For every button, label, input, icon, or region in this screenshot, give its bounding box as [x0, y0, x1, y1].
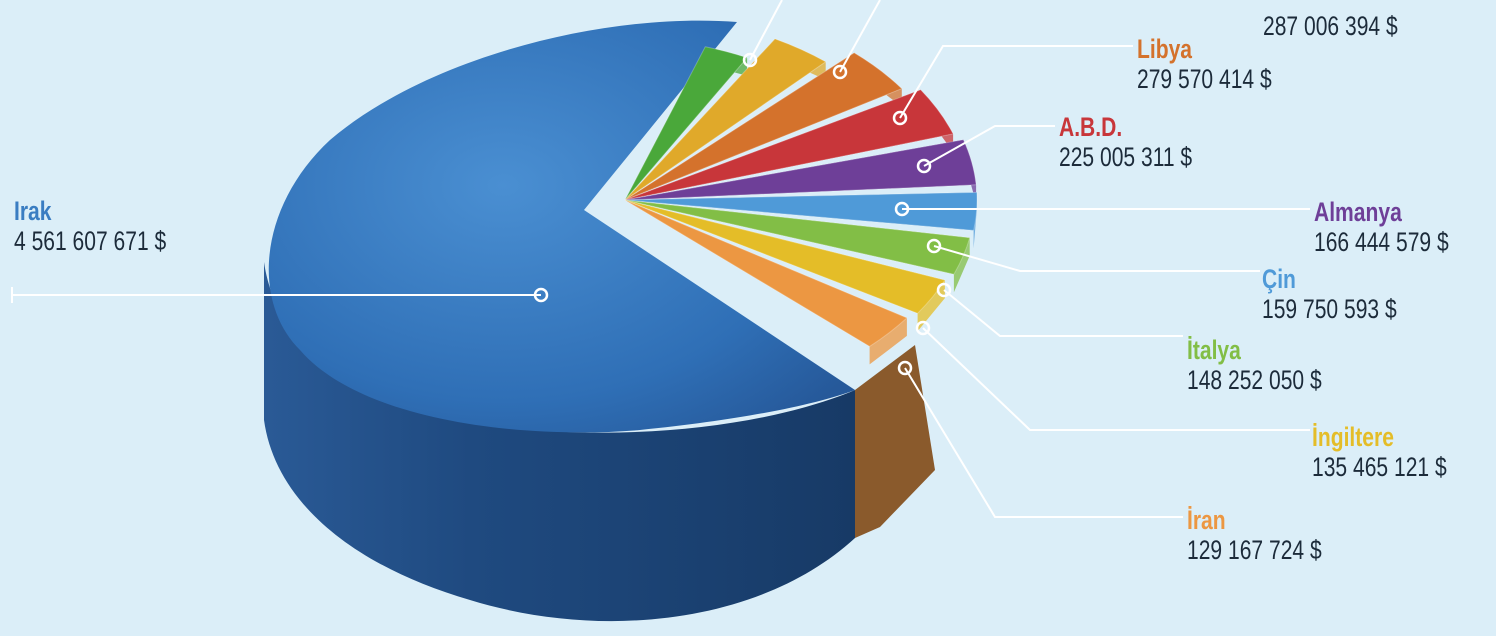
leader-libya-dot — [892, 110, 908, 126]
slice-cin — [624, 191, 978, 231]
leader-libya — [899, 45, 1133, 119]
label-abd: A.B.D. 225 005 311 $ — [1059, 114, 1230, 171]
leader-gold-dot — [832, 64, 848, 80]
slice-libya — [624, 52, 903, 201]
leader-ingiltere-dot — [915, 320, 931, 336]
label-abd-value: 225 005 311 $ — [1059, 142, 1193, 172]
slice-italya — [624, 199, 971, 275]
label-almanya-name: Almanya — [1314, 197, 1402, 227]
label-almanya: Almanya 166 444 579 $ — [1314, 199, 1487, 256]
slice-almanya — [624, 139, 977, 201]
leader-cin-dot — [926, 238, 942, 254]
label-italya-name: İtalya — [1187, 335, 1241, 365]
label-almanya-value: 166 444 579 $ — [1314, 227, 1449, 257]
leader-iran-dot — [897, 360, 913, 376]
label-cin-value: 159 750 593 $ — [1262, 294, 1397, 324]
label-libya-value: 279 570 414 $ — [1137, 64, 1272, 94]
leader-irak-dot — [533, 287, 549, 303]
label-ingiltere-name: İngiltere — [1312, 422, 1394, 452]
label-iran: İran 129 167 724 $ — [1187, 507, 1360, 564]
label-iran-name: İran — [1187, 505, 1226, 535]
leader-iran — [904, 367, 1183, 518]
label-libya-name: Libya — [1137, 34, 1193, 64]
label-irak: Irak 4 561 607 671 $ — [14, 198, 209, 255]
label-abd-name: A.B.D. — [1059, 112, 1123, 142]
label-irak-name: Irak — [14, 196, 52, 226]
label-top-value: 287 006 394 $ — [1263, 10, 1436, 40]
label-italya-value: 148 252 050 $ — [1187, 365, 1322, 395]
label-iran-value: 129 167 724 $ — [1187, 535, 1322, 565]
slice-green — [624, 46, 748, 201]
leader-cin — [933, 245, 1260, 272]
label-cin-name: Çin — [1262, 264, 1296, 294]
leader-italya-dot — [936, 282, 952, 298]
label-cin: Çin 159 750 593 $ — [1262, 266, 1435, 323]
label-ingiltere-value: 135 465 121 $ — [1312, 452, 1447, 482]
leader-green-dot — [742, 52, 758, 68]
leader-abd-dot — [916, 158, 932, 174]
leader-green — [749, 0, 783, 61]
slice-irak — [268, 20, 855, 433]
slice-side-irak — [264, 262, 855, 622]
slice-iran — [624, 199, 908, 347]
slice-ingiltere — [624, 199, 946, 314]
leader-gold — [839, 0, 881, 73]
slice-side-iran-block — [855, 345, 935, 538]
label-irak-value: 4 561 607 671 $ — [14, 226, 167, 256]
leader-abd — [923, 125, 1055, 167]
slice-gold — [624, 38, 827, 201]
label-top-value-text: 287 006 394 $ — [1263, 11, 1398, 41]
label-italya: İtalya 148 252 050 $ — [1187, 337, 1360, 394]
label-libya: Libya 279 570 414 $ — [1137, 36, 1310, 93]
leader-italya — [943, 289, 1183, 337]
label-ingiltere: İngiltere 135 465 121 $ — [1312, 424, 1485, 481]
leader-almanya-dot — [894, 201, 910, 217]
slice-abd — [624, 89, 954, 201]
leader-ingiltere — [922, 327, 1310, 431]
